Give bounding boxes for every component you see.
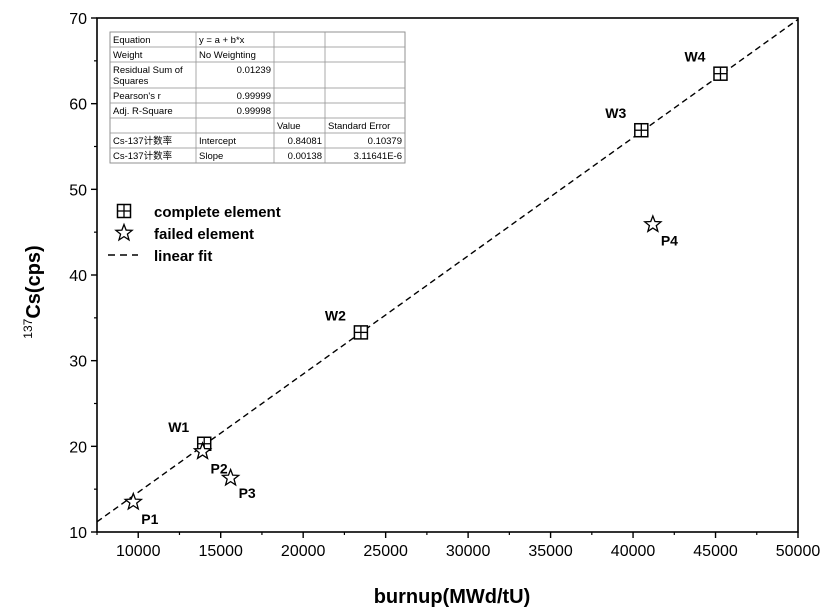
stats-cell-text: y = a + b*x [199,35,245,46]
stats-cell-text: 0.00138 [288,151,322,162]
stats-cell-text: Pearson's r [113,91,161,102]
x-tick-label: 30000 [446,543,491,560]
stats-cell-text: Equation [113,35,151,46]
x-axis-title: burnup(MWd/tU) [374,586,531,608]
legend-marker-failed [114,222,134,242]
stats-cell-text: Cs-137计数率 [113,135,173,147]
stats-cell-text: 0.10379 [368,136,402,147]
y-tick-label: 10 [69,525,87,542]
stats-cell-text: Weight [113,50,143,61]
point-label: W2 [325,307,346,323]
stats-cell-text: 0.99999 [237,91,271,102]
stats-cell-text: Slope [199,151,223,162]
x-tick-label: 40000 [611,543,656,560]
stats-cell-text: Value [277,121,301,132]
stats-cell-text: 0.01239 [237,65,271,76]
point-label: W1 [168,419,189,435]
stats-cell-text: Adj. R-Square [113,106,173,117]
data-point-failed [643,214,663,233]
point-label: P3 [239,485,256,501]
point-label: W3 [605,105,626,121]
x-tick-label: 50000 [776,543,821,560]
point-label: P1 [141,511,158,527]
data-point-failed [123,491,144,511]
y-tick-label: 40 [69,268,87,285]
stats-cell-text: Cs-137计数率 [113,150,173,162]
legend-label: failed element [154,226,254,243]
y-tick-label: 20 [69,439,87,456]
y-axis-title-main: Cs(cps) [23,245,45,318]
legend-marker-complete [116,203,132,219]
stats-cell-text: Intercept [199,136,236,147]
y-tick-label: 50 [69,182,87,199]
stats-cell [324,147,406,164]
data-point-failed [192,441,213,460]
x-tick-label: 45000 [693,543,738,560]
stats-cell-text: 0.99998 [237,106,271,117]
stats-table-frame [109,31,406,164]
legend-label: complete element [154,204,281,221]
data-point-failed [220,467,241,487]
y-tick-label: 60 [69,97,87,114]
stats-cell-text: 0.84081 [288,136,322,147]
x-tick-label: 20000 [281,543,326,560]
y-axis-title: 137Cs(cps) [21,245,45,338]
data-point-complete [634,122,649,138]
y-axis-title-superscript: 137 [21,318,35,338]
legend-label: linear fit [154,248,212,265]
y-tick-label: 30 [69,354,87,371]
x-tick-label: 25000 [363,543,408,560]
stats-cell-text: No Weighting [199,50,256,61]
stats-cell-text: Residual Sum of Squares [113,65,183,87]
stats-cell-text: 3.11641E-6 [354,151,402,162]
data-point-complete [353,325,369,340]
linear-fit-line [97,18,798,523]
stats-cell-text: Standard Error [328,121,390,132]
x-tick-label: 35000 [528,543,573,560]
point-label: P4 [661,232,678,248]
y-tick-label: 70 [69,11,87,28]
x-tick-label: 15000 [198,543,243,560]
point-label: W4 [684,49,705,65]
x-tick-label: 10000 [116,543,161,560]
data-point-complete [713,66,728,81]
point-label: P2 [211,460,228,476]
